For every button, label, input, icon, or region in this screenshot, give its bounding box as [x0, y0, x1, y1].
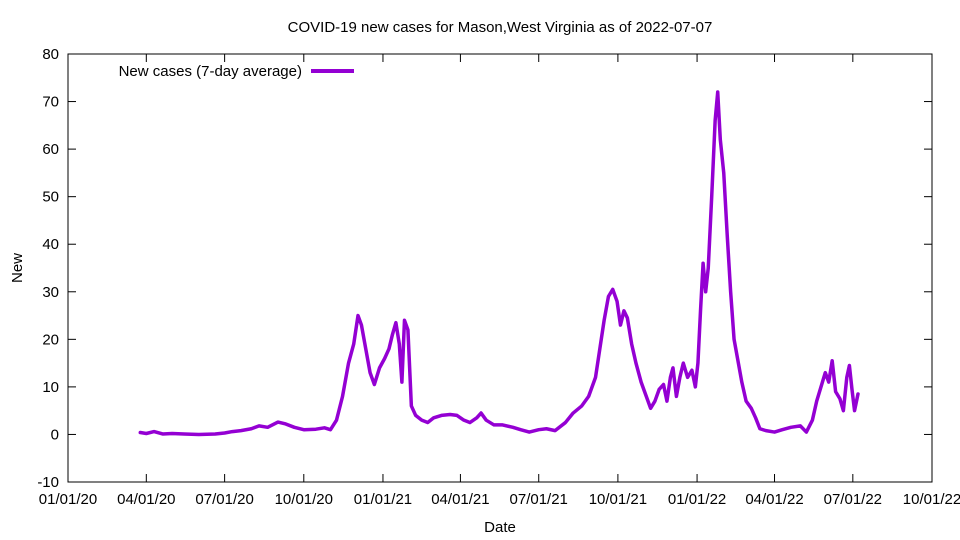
y-tick-label: -10: [37, 474, 59, 491]
x-tick-label: 04/01/20: [117, 491, 175, 508]
y-tick-label: 40: [42, 236, 59, 253]
series-line-0: [138, 90, 860, 437]
chart-title: COVID-19 new cases for Mason,West Virgin…: [288, 19, 713, 36]
y-tick-label: 10: [42, 379, 59, 396]
x-tick-label: 07/01/20: [195, 491, 253, 508]
legend-label: New cases (7-day average): [119, 63, 302, 80]
y-tick-label: 20: [42, 331, 59, 348]
y-tick-label: 30: [42, 284, 59, 301]
series-layer: [138, 90, 860, 437]
legend: New cases (7-day average): [119, 63, 354, 80]
x-tick-label: 07/01/21: [510, 491, 568, 508]
y-tick-label: 0: [51, 426, 59, 443]
x-tick-label: 10/01/22: [903, 491, 960, 508]
y-axis-label: New: [9, 253, 26, 283]
x-tick-label: 01/01/20: [39, 491, 97, 508]
x-tick-label: 07/01/22: [824, 491, 882, 508]
y-tick-label: 70: [42, 94, 59, 111]
x-tick-label: 10/01/20: [275, 491, 333, 508]
y-tick-label: 80: [42, 46, 59, 63]
x-tick-label: 01/01/22: [668, 491, 726, 508]
axis-ticks: -10 0 10 20 30 40 50 60 70 80 01/01/20 04/01/20 07/0…: [37, 46, 960, 508]
x-tick-label: 04/01/21: [431, 491, 489, 508]
x-tick-label: 10/01/21: [589, 491, 647, 508]
x-axis-label: Date: [484, 519, 516, 536]
y-tick-label: 60: [42, 141, 59, 158]
x-tick-label: 04/01/22: [745, 491, 803, 508]
x-tick-label: 01/01/21: [354, 491, 412, 508]
y-tick-label: 50: [42, 189, 59, 206]
plot-frame: [67, 53, 933, 483]
